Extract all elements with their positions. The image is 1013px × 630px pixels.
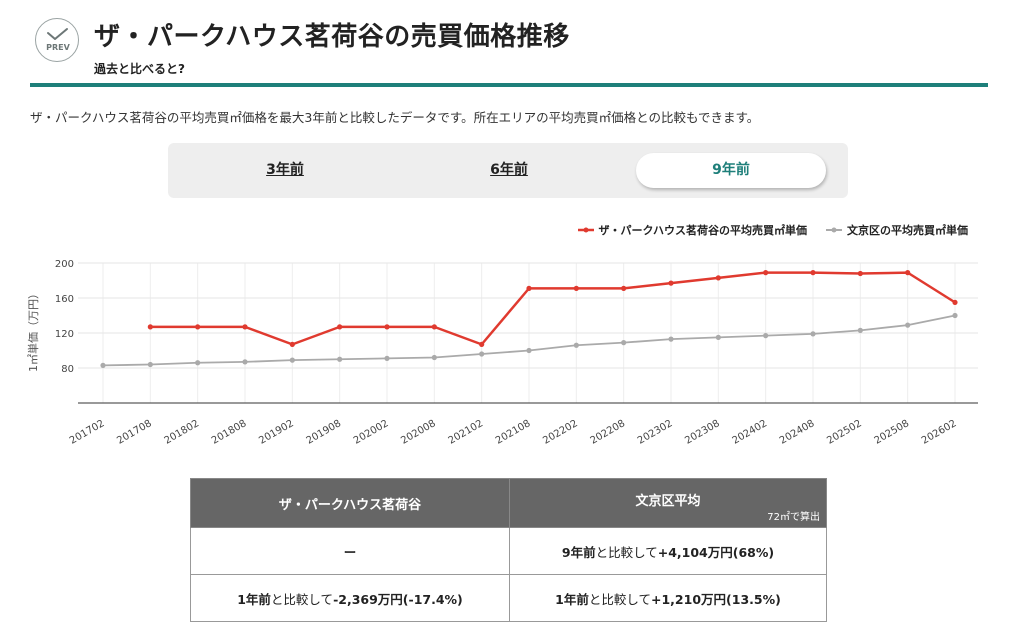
legend-swatch-area [826, 227, 842, 233]
table-cell: ー [190, 527, 510, 575]
x-tick-label: 202202 [541, 418, 580, 447]
x-tick-label: 201802 [163, 418, 202, 447]
tab-9-years[interactable]: 9年前 [636, 153, 826, 188]
data-point-property [289, 341, 295, 347]
y-tick-label: 120 [55, 329, 74, 340]
data-point-area [763, 333, 769, 339]
data-point-property [431, 324, 437, 330]
x-tick-label: 202008 [399, 418, 438, 447]
data-point-area [526, 347, 532, 354]
data-point-area [242, 359, 248, 365]
data-point-area [100, 362, 106, 368]
x-tick-label: 201908 [305, 418, 344, 447]
legend-item-area: 文京区の平均売買㎡単価 [825, 222, 968, 238]
header-divider [30, 83, 988, 87]
y-tick-label: 80 [61, 364, 74, 375]
data-point-property [810, 270, 816, 276]
y-axis-label: 1㎡単価（万円） [27, 288, 40, 372]
data-point-property [147, 324, 153, 330]
x-tick-label: 202002 [352, 418, 391, 447]
data-point-property [857, 270, 863, 277]
prev-clock-icon[interactable]: PREV [35, 18, 79, 62]
data-point-property [479, 341, 485, 347]
data-point-area [715, 334, 721, 340]
data-point-area [431, 354, 437, 361]
data-point-property [526, 285, 532, 291]
x-tick-label: 202602 [920, 418, 959, 447]
data-point-area [621, 340, 627, 346]
data-point-property [763, 270, 769, 276]
x-tick-label: 202302 [636, 418, 675, 447]
table-header-area: 文京区平均 72㎡で算出 [509, 478, 827, 528]
x-tick-label: 202308 [683, 418, 722, 447]
table-cell: 9年前と比較して+4,104万円(68%) [509, 527, 827, 575]
data-point-property [242, 324, 248, 330]
legend-label-area: 文京区の平均売買㎡単価 [847, 224, 968, 237]
series-line-property [150, 271, 956, 346]
prev-icon-label: PREV [46, 43, 70, 52]
data-point-property [952, 299, 958, 305]
page-title: ザ・パークハウス茗荷谷の売買価格推移 [94, 22, 570, 52]
x-tick-label: 202508 [873, 418, 912, 447]
table-row: 1年前と比較して-2,369万円(-17.4%) 1年前と比較して+1,210万… [190, 574, 827, 622]
x-tick-label: 201708 [115, 418, 154, 447]
x-tick-label: 202102 [447, 418, 486, 447]
price-line-chart: 80 120 160 200 201702 201708 201802 201808 20190… [55, 259, 978, 447]
tab-3-years[interactable]: 3年前 [266, 162, 304, 178]
data-point-area [905, 322, 911, 328]
chart-legend: ザ・パークハウス茗荷谷の平均売買㎡単価 文京区の平均売買㎡単価 [559, 222, 968, 238]
data-point-area [147, 361, 153, 368]
data-point-property [668, 280, 674, 286]
data-point-area [384, 355, 390, 361]
period-tabs: 3年前 6年前 9年前 [168, 143, 848, 198]
x-tick-label: 201808 [210, 418, 249, 447]
table-header-row: ザ・パークハウス茗荷谷 文京区平均 72㎡で算出 [190, 478, 827, 528]
data-point-area [810, 331, 816, 337]
table-row: ー 9年前と比較して+4,104万円(68%) [190, 527, 827, 575]
data-point-property [905, 270, 911, 276]
y-tick-label: 160 [55, 294, 74, 305]
legend-item-property: ザ・パークハウス茗荷谷の平均売買㎡単価 [577, 222, 807, 238]
data-point-property [337, 324, 343, 330]
x-tick-label: 202108 [494, 418, 533, 447]
table-header-note: 72㎡で算出 [767, 512, 820, 523]
data-point-property [715, 275, 721, 281]
legend-swatch-property [577, 227, 594, 233]
table-cell: 1年前と比較して+1,210万円(13.5%) [509, 574, 827, 622]
data-point-area [952, 312, 958, 319]
data-point-area [289, 357, 295, 363]
data-point-area [337, 356, 343, 362]
comparison-table: ザ・パークハウス茗荷谷 文京区平均 72㎡で算出 ー 9年前と比較して+4,10… [190, 478, 827, 622]
description-text: ザ・パークハウス茗荷谷の平均売買㎡価格を最大3年前と比較したデータです。所在エリ… [30, 110, 760, 125]
table-header-property: ザ・パークハウス茗荷谷 [190, 478, 510, 528]
data-point-property [384, 324, 390, 330]
data-point-area [479, 351, 485, 357]
data-point-area [668, 336, 674, 342]
data-point-property [195, 324, 201, 330]
x-tick-label: 201902 [257, 418, 296, 447]
x-tick-label: 202402 [731, 418, 770, 447]
data-point-area [195, 360, 201, 366]
table-cell: 1年前と比較して-2,369万円(-17.4%) [190, 574, 510, 622]
x-tick-label: 202408 [778, 418, 817, 447]
data-point-area [857, 327, 863, 333]
legend-label-property: ザ・パークハウス茗荷谷の平均売買㎡単価 [598, 224, 807, 237]
data-point-property [573, 285, 579, 291]
y-tick-label: 200 [55, 259, 74, 270]
tab-6-years[interactable]: 6年前 [490, 162, 528, 178]
x-tick-label: 202208 [589, 418, 628, 447]
x-tick-label: 201702 [68, 418, 107, 447]
data-point-property [621, 285, 627, 291]
page-header: PREV ザ・パークハウス茗荷谷の売買価格推移 過去と比べると? [30, 10, 988, 88]
data-point-area [573, 342, 579, 348]
page-subtitle: 過去と比べると? [94, 62, 185, 76]
x-tick-label: 202502 [825, 418, 864, 447]
